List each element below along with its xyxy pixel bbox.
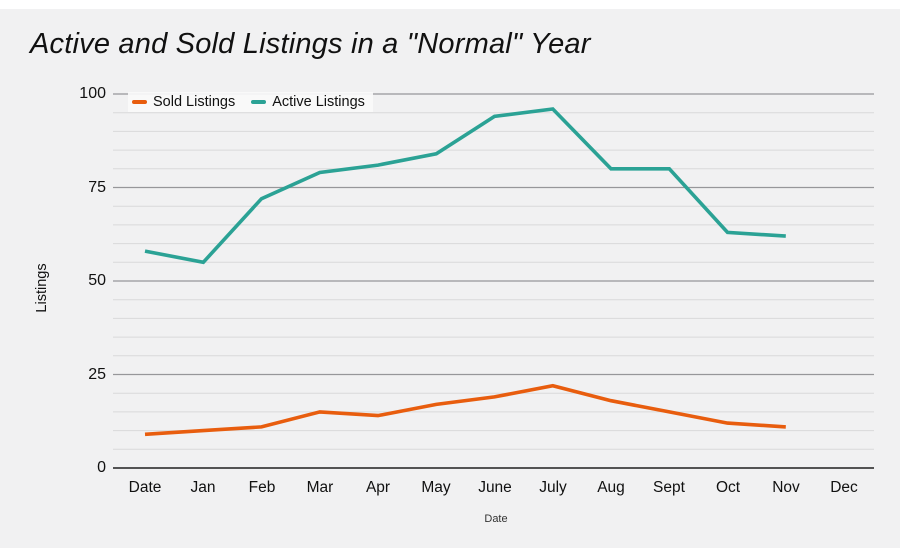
x-tick-label: Sept (653, 479, 685, 496)
x-tick-label: Nov (772, 479, 800, 496)
x-tick-label: Date (128, 479, 162, 496)
legend-dash-icon (251, 100, 267, 104)
y-tick-label: 0 (97, 459, 106, 476)
legend-item-active-listings: Active Listings (251, 94, 365, 110)
y-tick-label: 75 (88, 179, 106, 196)
legend-dash-icon (132, 100, 147, 104)
chart-title: Active and Sold Listings in a "Normal" Y… (30, 28, 591, 60)
top-white-band (0, 0, 900, 9)
x-tick-label: June (478, 479, 512, 496)
x-tick-label: Feb (248, 479, 276, 496)
y-tick-label: 25 (88, 366, 106, 383)
x-tick-label: Mar (306, 479, 334, 496)
x-tick-label: Aug (597, 479, 625, 496)
y-tick-label: 50 (88, 272, 106, 289)
x-tick-label: Jan (190, 479, 216, 496)
y-axis-title: Listings (34, 263, 50, 313)
x-tick-label: May (421, 479, 451, 496)
legend-label: Sold Listings (153, 94, 236, 110)
chart-legend: Sold Listings Active Listings (128, 92, 373, 112)
series-line-active-listings (144, 107, 786, 265)
bottom-white-band (0, 548, 900, 555)
x-tick-label: Dec (830, 479, 858, 496)
x-axis-title: Date (484, 513, 508, 525)
x-tick-label: July (539, 479, 567, 496)
legend-label: Active Listings (272, 94, 365, 110)
series-line-sold-listings (144, 383, 786, 437)
x-tick-label: Apr (365, 479, 391, 496)
legend-item-sold-listings: Sold Listings (132, 94, 235, 110)
y-tick-label: 100 (79, 85, 106, 102)
x-tick-label: Oct (715, 479, 741, 496)
